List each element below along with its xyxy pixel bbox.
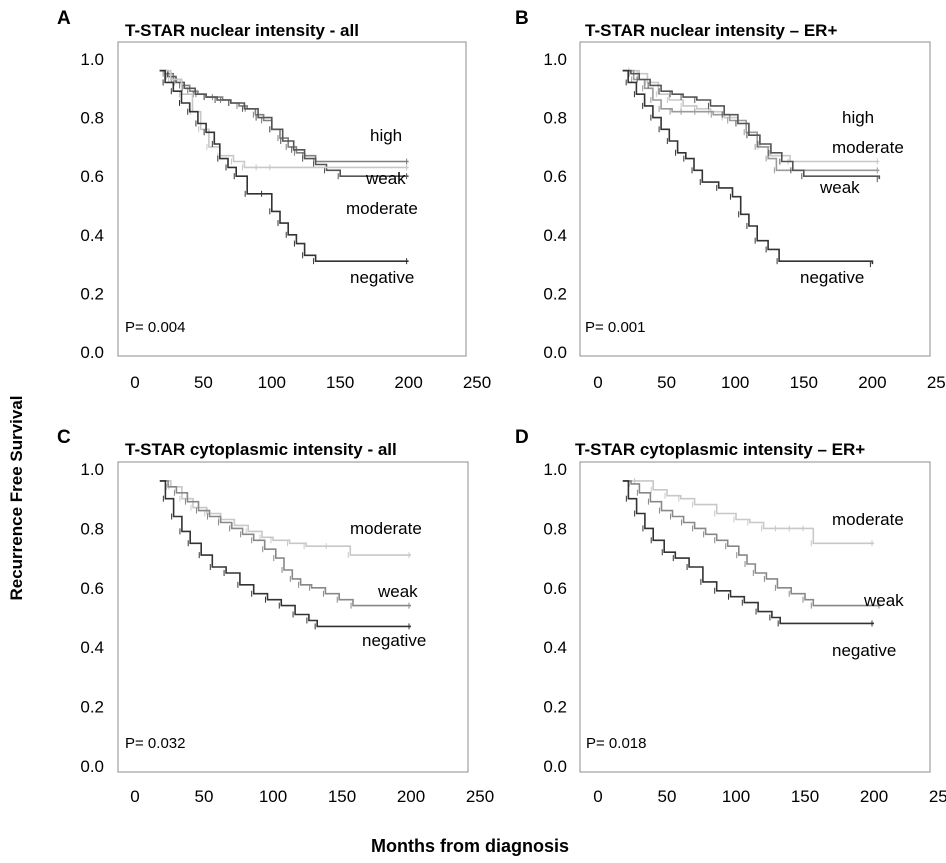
p-value: P= 0.001 (585, 319, 645, 336)
p-value: P= 0.004 (125, 319, 185, 336)
x-tick-label: 100 (722, 787, 750, 806)
y-tick-label: 0.0 (543, 343, 567, 362)
x-tick-label: 150 (791, 787, 819, 806)
series-line-weak (622, 69, 881, 180)
y-tick-label: 1.0 (80, 50, 104, 69)
series-line-negative (159, 480, 411, 628)
x-tick-label: 0 (593, 787, 602, 806)
curve-label-high: high (370, 126, 402, 145)
panel-title: T-STAR cytoplasmic intensity – ER+ (575, 440, 865, 459)
y-tick-label: 0.2 (543, 284, 567, 303)
y-tick-label: 0.8 (80, 519, 104, 538)
curve-label-weak: weak (863, 591, 904, 610)
panels: A T-STAR nuclear intensity - all 0.0 0.2 0.4… (57, 8, 946, 806)
curve-label-negative: negative (362, 631, 426, 650)
curve-label-negative: negative (832, 641, 896, 660)
x-tick-label: 0 (593, 373, 602, 392)
x-tick-label: 150 (326, 373, 354, 392)
series-line-weak (622, 480, 881, 607)
panel-title: T-STAR nuclear intensity – ER+ (585, 21, 837, 40)
panel-letter: D (515, 427, 529, 448)
panel-b: B T-STAR nuclear intensity – ER+ 0.0 0.2 0.4… (515, 8, 946, 392)
x-tick-label: 100 (259, 787, 287, 806)
series-line-moderate (622, 480, 874, 545)
curve-label-high: high (842, 108, 874, 127)
y-tick-label: 1.0 (543, 50, 567, 69)
panel-letter: A (57, 8, 71, 29)
y-tick-label: 0.8 (543, 109, 567, 128)
curve-label-moderate: moderate (346, 199, 418, 218)
x-tick-label: 0 (130, 787, 139, 806)
y-tick-label: 0.2 (80, 698, 104, 717)
y-axis-label: Recurrence Free Survival (7, 395, 26, 600)
y-tick-label: 0.0 (80, 757, 104, 776)
curve-label-moderate: moderate (350, 519, 422, 538)
plot-frame (117, 461, 469, 773)
y-tick-label: 0.2 (543, 698, 567, 717)
panel-letter: C (57, 427, 71, 448)
y-tick-label: 0.4 (80, 226, 104, 245)
series-line-high (159, 69, 409, 163)
x-tick-label: 100 (721, 373, 749, 392)
curve-label-weak: weak (377, 582, 418, 601)
x-tick-label: 50 (194, 373, 213, 392)
p-value: P= 0.032 (125, 735, 185, 752)
panel-a: A T-STAR nuclear intensity - all 0.0 0.2 0.4… (57, 8, 491, 392)
panel-letter: B (515, 8, 529, 29)
curve-label-negative: negative (350, 268, 414, 287)
y-tick-label: 0.4 (543, 638, 567, 657)
y-tick-label: 0.6 (80, 167, 104, 186)
x-tick-label: 200 (394, 373, 422, 392)
x-tick-label: 0 (130, 373, 139, 392)
x-tick-label: 100 (258, 373, 286, 392)
y-tick-label: 0.2 (80, 284, 104, 303)
x-tick-label: 250 (927, 373, 946, 392)
y-tick-label: 0.6 (543, 579, 567, 598)
x-tick-label: 200 (397, 787, 425, 806)
x-tick-label: 200 (858, 373, 886, 392)
series-line-moderate (622, 69, 880, 172)
x-tick-label: 50 (195, 787, 214, 806)
curve-label-moderate: moderate (832, 510, 904, 529)
y-tick-label: 0.0 (80, 343, 104, 362)
plot-frame (117, 41, 467, 357)
y-tick-label: 0.6 (80, 579, 104, 598)
y-tick-label: 0.8 (80, 109, 104, 128)
y-tick-label: 0.4 (80, 638, 104, 657)
x-tick-label: 250 (463, 373, 491, 392)
y-tick-label: 0.6 (543, 167, 567, 186)
series-line-weak (159, 69, 409, 177)
panel-c: C T-STAR cytoplasmic intensity - all 0.0 0.… (57, 427, 494, 806)
x-tick-label: 150 (790, 373, 818, 392)
series-line-weak (159, 480, 411, 607)
panel-title: T-STAR nuclear intensity - all (125, 21, 359, 40)
curve-label-weak: weak (819, 178, 860, 197)
x-tick-label: 250 (929, 787, 946, 806)
x-tick-label: 250 (466, 787, 494, 806)
x-axis-label: Months from diagnosis (371, 836, 569, 856)
series-line-negative (622, 480, 874, 625)
series-line-negative (159, 69, 409, 262)
x-tick-label: 150 (328, 787, 356, 806)
panel-title: T-STAR cytoplasmic intensity - all (125, 440, 397, 459)
curve-label-negative: negative (800, 268, 864, 287)
plot-frame (579, 461, 931, 773)
series-line-negative (622, 69, 874, 265)
x-tick-label: 200 (860, 787, 888, 806)
plot-frame (579, 41, 931, 357)
panel-d: D T-STAR cytoplasmic intensity – ER+ 0.0 0.… (515, 427, 946, 806)
curve-label-weak: weak (365, 169, 406, 188)
y-tick-label: 0.8 (543, 519, 567, 538)
y-tick-label: 0.4 (543, 226, 567, 245)
y-tick-label: 0.0 (543, 757, 567, 776)
y-tick-label: 1.0 (80, 460, 104, 479)
curve-label-moderate: moderate (832, 138, 904, 157)
x-tick-label: 50 (658, 787, 677, 806)
y-tick-label: 1.0 (543, 460, 567, 479)
p-value: P= 0.018 (586, 735, 646, 752)
x-tick-label: 50 (657, 373, 676, 392)
series-line-moderate (159, 69, 409, 169)
